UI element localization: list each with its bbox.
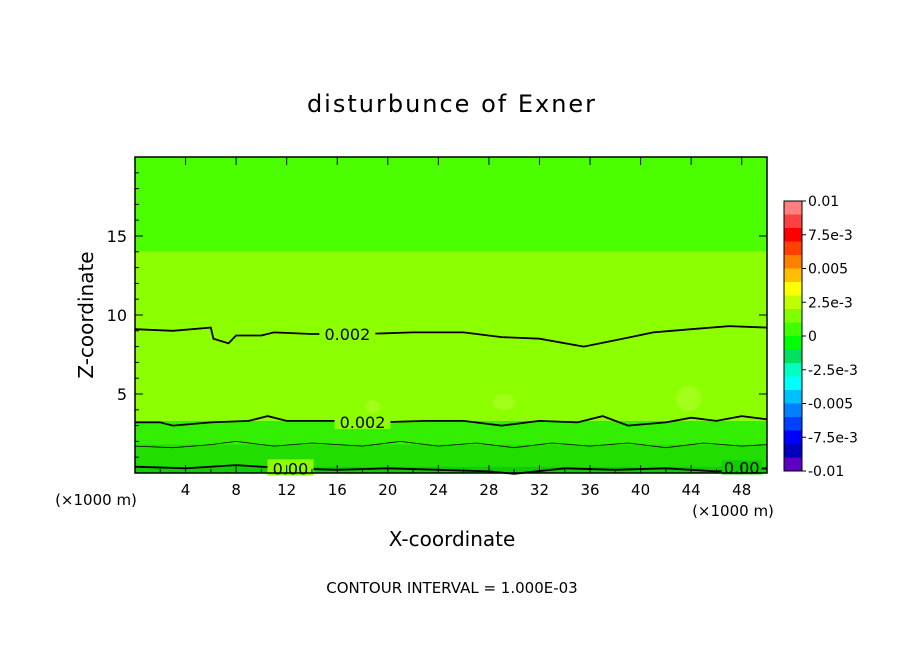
contour-lines	[134, 325, 768, 475]
y-axis: 5 10 15	[107, 172, 767, 458]
contour-line-2	[134, 440, 768, 449]
colorbar-label: 0	[808, 329, 817, 345]
colorbar-segment	[784, 322, 802, 337]
colorbar-segment	[784, 430, 802, 445]
chart-title: disturbunce of Exner	[307, 90, 597, 118]
contour-interval-note: CONTOUR INTERVAL = 1.000E-03	[326, 579, 577, 597]
contour-label-3: 0.00	[273, 459, 309, 478]
x-unit-left: (×1000 m)	[55, 491, 137, 509]
contour-label-bg-1	[334, 412, 391, 429]
x-tick-label: 48	[732, 481, 751, 499]
y-tick-label: 10	[107, 306, 127, 325]
plot-area	[135, 157, 767, 473]
x-axis: 4 8 12 16 20 24 28 32 36 40 44 48	[159, 157, 751, 499]
colorbar-segment	[784, 268, 802, 283]
colorbar-segment	[784, 390, 802, 404]
contour-label-bg-0	[319, 324, 376, 341]
colorbar-segment	[784, 201, 802, 215]
colorbar-segment	[784, 349, 802, 364]
colorbar-segment	[784, 444, 802, 458]
contour-band-1	[135, 251, 767, 421]
colorbar-segment	[784, 282, 802, 296]
x-tick-label: 40	[631, 481, 650, 499]
y-tick-label: 5	[117, 385, 127, 404]
colorbar-segment	[784, 403, 802, 418]
x-unit-right: (×1000 m)	[692, 502, 774, 520]
colorbar-label: 0.005	[808, 262, 848, 278]
x-tick-label: 8	[231, 481, 241, 499]
contour-blob-0	[365, 400, 381, 413]
y-tick-label: 15	[107, 227, 127, 246]
contour-line-0	[134, 325, 768, 348]
x-tick-label: 16	[328, 481, 347, 499]
contour-blob-1	[492, 394, 516, 410]
y-axis-label: Z-coordinate	[74, 251, 98, 378]
x-tick-label: 24	[429, 481, 448, 499]
colorbar-segment	[784, 309, 802, 323]
x-axis-label: X-coordinate	[389, 527, 516, 551]
colorbar-segment	[784, 363, 802, 377]
x-tick-label: 36	[580, 481, 599, 499]
colorbar-label: 7.5e-3	[808, 228, 853, 244]
colorbar-label: -2.5e-3	[808, 363, 858, 379]
colorbar-label: 0.01	[808, 194, 839, 210]
colorbar-segment	[784, 336, 802, 350]
colorbar-segment	[784, 457, 802, 472]
contour-label-0: 0.002	[324, 325, 370, 344]
colorbar-label: 2.5e-3	[808, 295, 853, 311]
contour-blob-2	[675, 386, 702, 412]
colorbar-segment	[784, 376, 802, 391]
x-tick-label: 4	[181, 481, 191, 499]
x-tick-label: 12	[277, 481, 296, 499]
colorbar-label: -0.005	[808, 397, 853, 413]
contour-line-1	[135, 415, 768, 427]
colorbar-segment	[784, 228, 802, 242]
colorbar-segment	[784, 417, 802, 431]
contour-label-bg-3	[267, 459, 314, 476]
x-tick-label: 32	[530, 481, 549, 499]
colorbar-segment	[784, 214, 802, 229]
contour-band-low	[135, 444, 767, 467]
x-tick-label: 28	[479, 481, 498, 499]
colorbar-segment	[784, 241, 802, 256]
colorbar-segment	[784, 295, 802, 310]
colorbar-label: -7.5e-3	[808, 430, 858, 446]
x-tick-label: 20	[378, 481, 397, 499]
colorbar-segment	[784, 255, 802, 269]
x-tick-label: 44	[682, 481, 701, 499]
contour-label-1: 0.002	[340, 413, 386, 432]
contour-band-0	[135, 157, 767, 252]
colorbar-label: -0.01	[808, 464, 844, 480]
colorbar: 0.01 7.5e-3 0.005 2.5e-3 0 -2.5e-3 -0.005 -7.5e…	[783, 194, 858, 480]
